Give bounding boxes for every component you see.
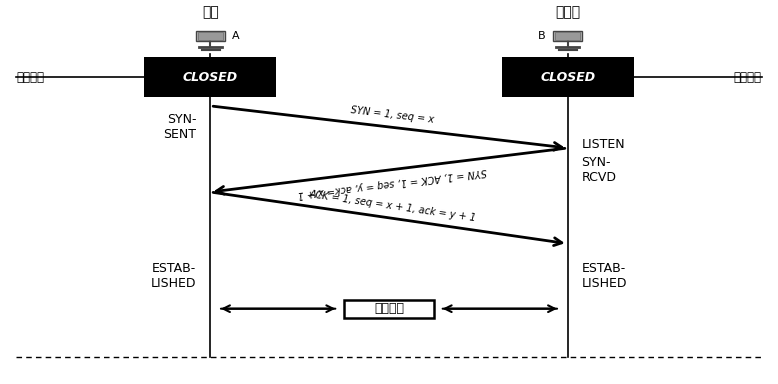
Bar xyxy=(555,32,580,40)
Text: 数据传送: 数据传送 xyxy=(374,302,404,315)
Text: A: A xyxy=(232,31,240,41)
Text: 服务器: 服务器 xyxy=(555,5,580,19)
Text: SYN = 1, ACK = 1, seq = y, ack= x + 1: SYN = 1, ACK = 1, seq = y, ack= x + 1 xyxy=(297,166,487,199)
Text: 被动打开: 被动打开 xyxy=(734,71,762,84)
Text: SYN-
SENT: SYN- SENT xyxy=(163,113,196,141)
Text: B: B xyxy=(538,31,546,41)
Text: ESTAB-
LISHED: ESTAB- LISHED xyxy=(582,262,627,290)
Bar xyxy=(195,31,225,41)
Text: LISTEN: LISTEN xyxy=(582,138,626,151)
Text: CLOSED: CLOSED xyxy=(540,71,595,84)
Text: ACK = 1, seq = x + 1, ack = y + 1: ACK = 1, seq = x + 1, ack = y + 1 xyxy=(308,189,477,223)
Bar xyxy=(553,31,583,41)
Text: ESTAB-
LISHED: ESTAB- LISHED xyxy=(151,262,196,290)
Bar xyxy=(502,57,633,97)
Text: SYN = 1, seq = x: SYN = 1, seq = x xyxy=(349,105,434,125)
Bar xyxy=(145,57,276,97)
Text: 客户: 客户 xyxy=(202,5,219,19)
Text: 主动打开: 主动打开 xyxy=(16,71,44,84)
Text: CLOSED: CLOSED xyxy=(183,71,238,84)
Bar xyxy=(198,32,223,40)
Text: SYN-
RCVD: SYN- RCVD xyxy=(582,156,617,184)
Bar xyxy=(345,300,433,318)
